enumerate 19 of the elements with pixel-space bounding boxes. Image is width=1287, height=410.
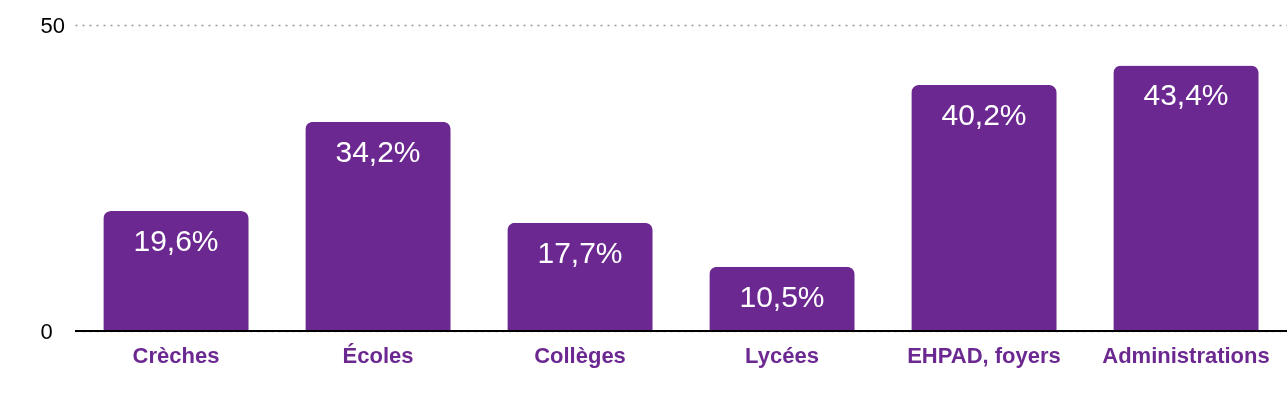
- y-tick-label: 0: [40, 318, 53, 344]
- x-tick-label: EHPAD, foyers: [907, 342, 1061, 368]
- data-label: 19,6%: [133, 224, 219, 258]
- bar: [911, 84, 1057, 331]
- x-tick-label: Collèges: [534, 342, 626, 368]
- bar: [103, 211, 249, 331]
- x-tick-label: Crèches: [132, 342, 220, 368]
- data-label: 40,2%: [941, 97, 1027, 131]
- x-tick-label: Lycées: [745, 342, 819, 368]
- y-tick-label: 50: [40, 12, 65, 38]
- bar: [305, 121, 451, 331]
- bar: [507, 222, 653, 331]
- data-label: 43,4%: [1143, 78, 1229, 112]
- x-tick-label: Administrations: [1102, 342, 1270, 368]
- data-label: 10,5%: [739, 279, 825, 313]
- data-label: 34,2%: [335, 134, 421, 168]
- bar: [1113, 65, 1259, 331]
- data-label: 17,7%: [537, 235, 623, 269]
- x-tick-label: Écoles: [342, 342, 414, 368]
